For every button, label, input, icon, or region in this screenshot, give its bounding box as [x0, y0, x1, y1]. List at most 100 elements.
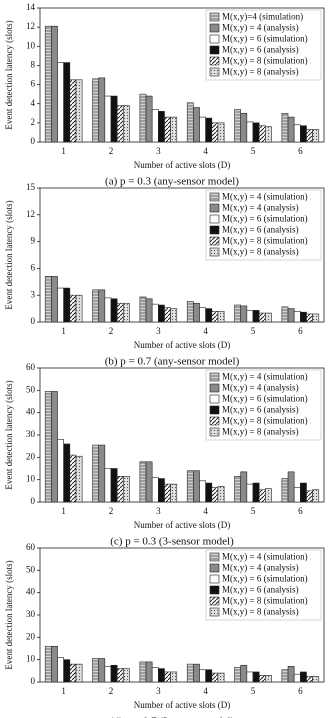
x-tick-label: 2 [109, 326, 114, 336]
bar [240, 305, 248, 323]
legend-swatch [209, 45, 220, 55]
y-tick-label: 30 [26, 429, 36, 439]
bar-hatch [211, 122, 218, 142]
legend-label: M(x,y) = 8 (analysis) [222, 247, 299, 257]
bar [151, 109, 159, 143]
bar [246, 671, 254, 683]
legend-label: M(x,y) = 8 (analysis) [222, 67, 299, 77]
bar [293, 673, 301, 683]
bar [252, 122, 260, 143]
x-tick-label: 5 [251, 686, 256, 696]
y-tick-label: 50 [26, 384, 36, 394]
bar [145, 461, 153, 503]
bar-hatch [312, 129, 319, 142]
legend-label: M(x,y) = 8 (analysis) [222, 607, 299, 617]
bar-hatch [75, 664, 83, 682]
bar [246, 121, 254, 143]
bar-hatch [92, 78, 99, 142]
y-tick-label: 12 [26, 209, 35, 219]
bar-hatch [69, 79, 76, 142]
y-tick-label: 2 [31, 117, 36, 127]
bar [104, 666, 112, 683]
legend-box [205, 369, 322, 441]
bar-hatch [312, 313, 319, 322]
bar-hatch [45, 391, 52, 502]
legend-box [205, 9, 322, 81]
y-tick-label: 0 [31, 136, 36, 146]
bar-hatch [259, 489, 266, 502]
y-tick-label: 6 [31, 262, 36, 272]
y-axis-label: Event detection latency (slots) [4, 380, 14, 489]
x-tick-label: 4 [203, 146, 208, 156]
legend-swatch-hatch [210, 57, 219, 65]
bar [252, 482, 260, 503]
bar-hatch [312, 489, 319, 502]
legend-swatch-hatch [210, 68, 219, 76]
bar [51, 391, 58, 503]
bar [51, 25, 58, 143]
bar-hatch [45, 276, 52, 322]
bar [145, 298, 153, 323]
bar-hatch [92, 445, 99, 502]
bar [193, 107, 200, 143]
legend-swatch [209, 203, 220, 213]
bar-hatch [45, 26, 52, 142]
x-tick-label: 6 [298, 326, 303, 336]
bar [199, 307, 206, 323]
y-tick-label: 20 [26, 451, 36, 461]
bar-hatch [211, 673, 218, 682]
legend-swatch [209, 23, 220, 33]
y-tick-label: 15 [26, 182, 36, 192]
bar-hatch [306, 490, 313, 502]
bar-hatch [170, 117, 177, 142]
bar [57, 657, 64, 683]
bar-hatch [69, 664, 76, 682]
x-tick-label: 3 [156, 146, 161, 156]
bar [158, 668, 165, 683]
legend-label: M(x,y) = 4 (analysis) [222, 383, 299, 393]
bar-hatch [306, 129, 313, 142]
bar-hatch [281, 669, 289, 682]
x-tick-label: 2 [109, 686, 114, 696]
bar [300, 482, 307, 503]
bar [293, 487, 301, 503]
bar [110, 664, 118, 683]
bar-hatch [306, 676, 313, 682]
legend-label: M(x,y) = 6 (analysis) [222, 405, 299, 415]
legend-swatch [209, 225, 220, 235]
bar-hatch [123, 476, 130, 502]
legend-swatch-hatch [210, 608, 219, 616]
bar-hatch [164, 484, 171, 502]
bar [240, 471, 248, 503]
bar [110, 95, 118, 143]
legend-swatch-hatch [210, 237, 219, 245]
legend-swatch-hatch [210, 373, 219, 381]
bar [300, 311, 307, 323]
bar [252, 671, 260, 683]
y-tick-label: 12 [26, 21, 35, 31]
bar [63, 443, 71, 503]
y-tick-label: 14 [26, 2, 36, 12]
bar [63, 659, 71, 683]
x-tick-label: 5 [251, 146, 256, 156]
legend-label: M(x,y) = 6 (simulation) [222, 214, 308, 224]
y-tick-label: 20 [26, 631, 36, 641]
bar-hatch [139, 94, 147, 142]
legend-swatch-hatch [210, 193, 219, 201]
y-tick-label: 60 [26, 542, 36, 552]
legend-label: M(x,y) = 6 (simulation) [222, 394, 308, 404]
legend-label: M(x,y) = 6 (analysis) [222, 45, 299, 55]
y-tick-label: 40 [26, 587, 36, 597]
y-tick-label: 30 [26, 609, 36, 619]
bar-hatch [170, 671, 177, 682]
bar [240, 664, 248, 683]
bar-hatch [265, 126, 272, 142]
legend-label: M(x,y) = 6 (analysis) [222, 585, 299, 595]
x-tick-label: 2 [109, 506, 114, 516]
bar [287, 308, 295, 323]
caption: (b) p = 0.7 (any-sensor model) [105, 356, 240, 368]
bar-hatch [164, 117, 171, 142]
y-tick-label: 0 [31, 496, 36, 506]
bar-hatch [117, 105, 124, 142]
